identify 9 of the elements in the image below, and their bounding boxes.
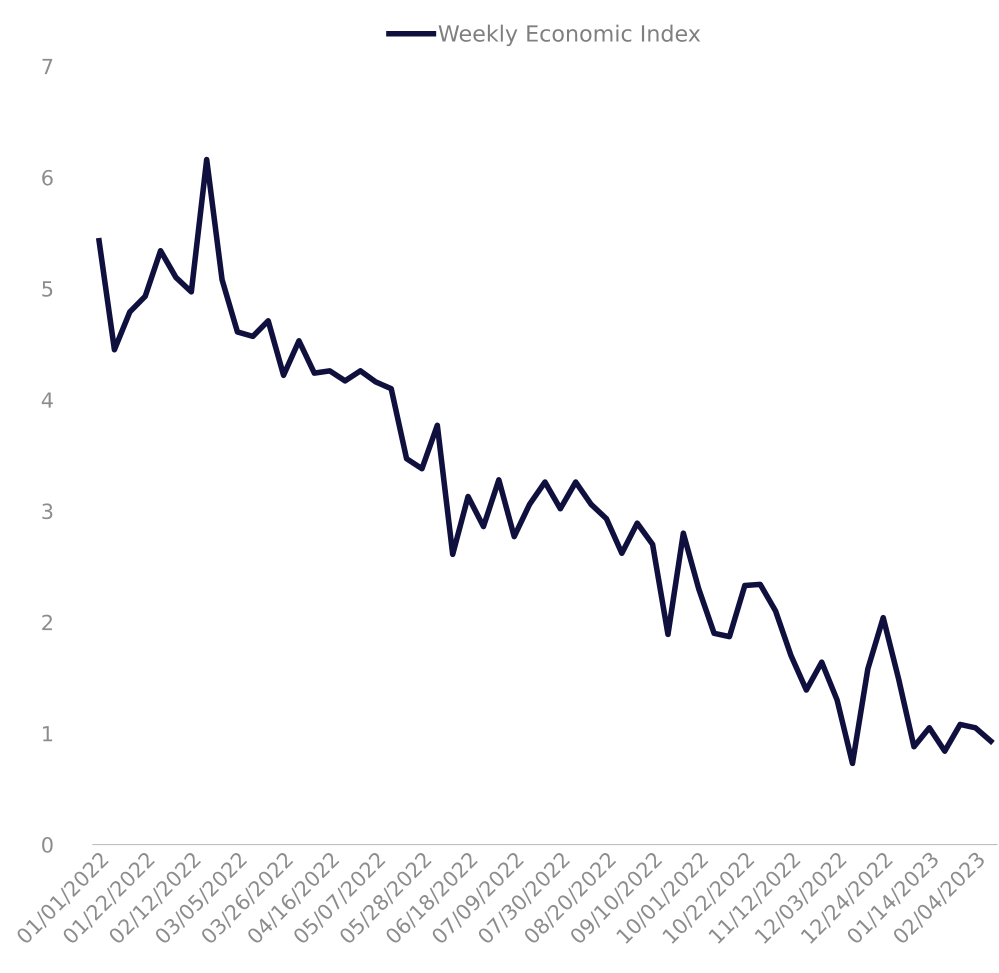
y-tick-label: 2 [42,614,52,630]
y-tick-label: 7 [42,58,52,74]
y-tick-label: 5 [42,281,52,297]
y-tick-label: 0 [42,837,53,853]
y-tick-label: 4 [42,392,53,408]
y-tick-label: 6 [42,170,53,186]
y-tick-label: 3 [42,503,52,520]
legend-label: Weekly Economic Index [438,24,700,46]
y-tick-label: 1 [43,726,52,742]
